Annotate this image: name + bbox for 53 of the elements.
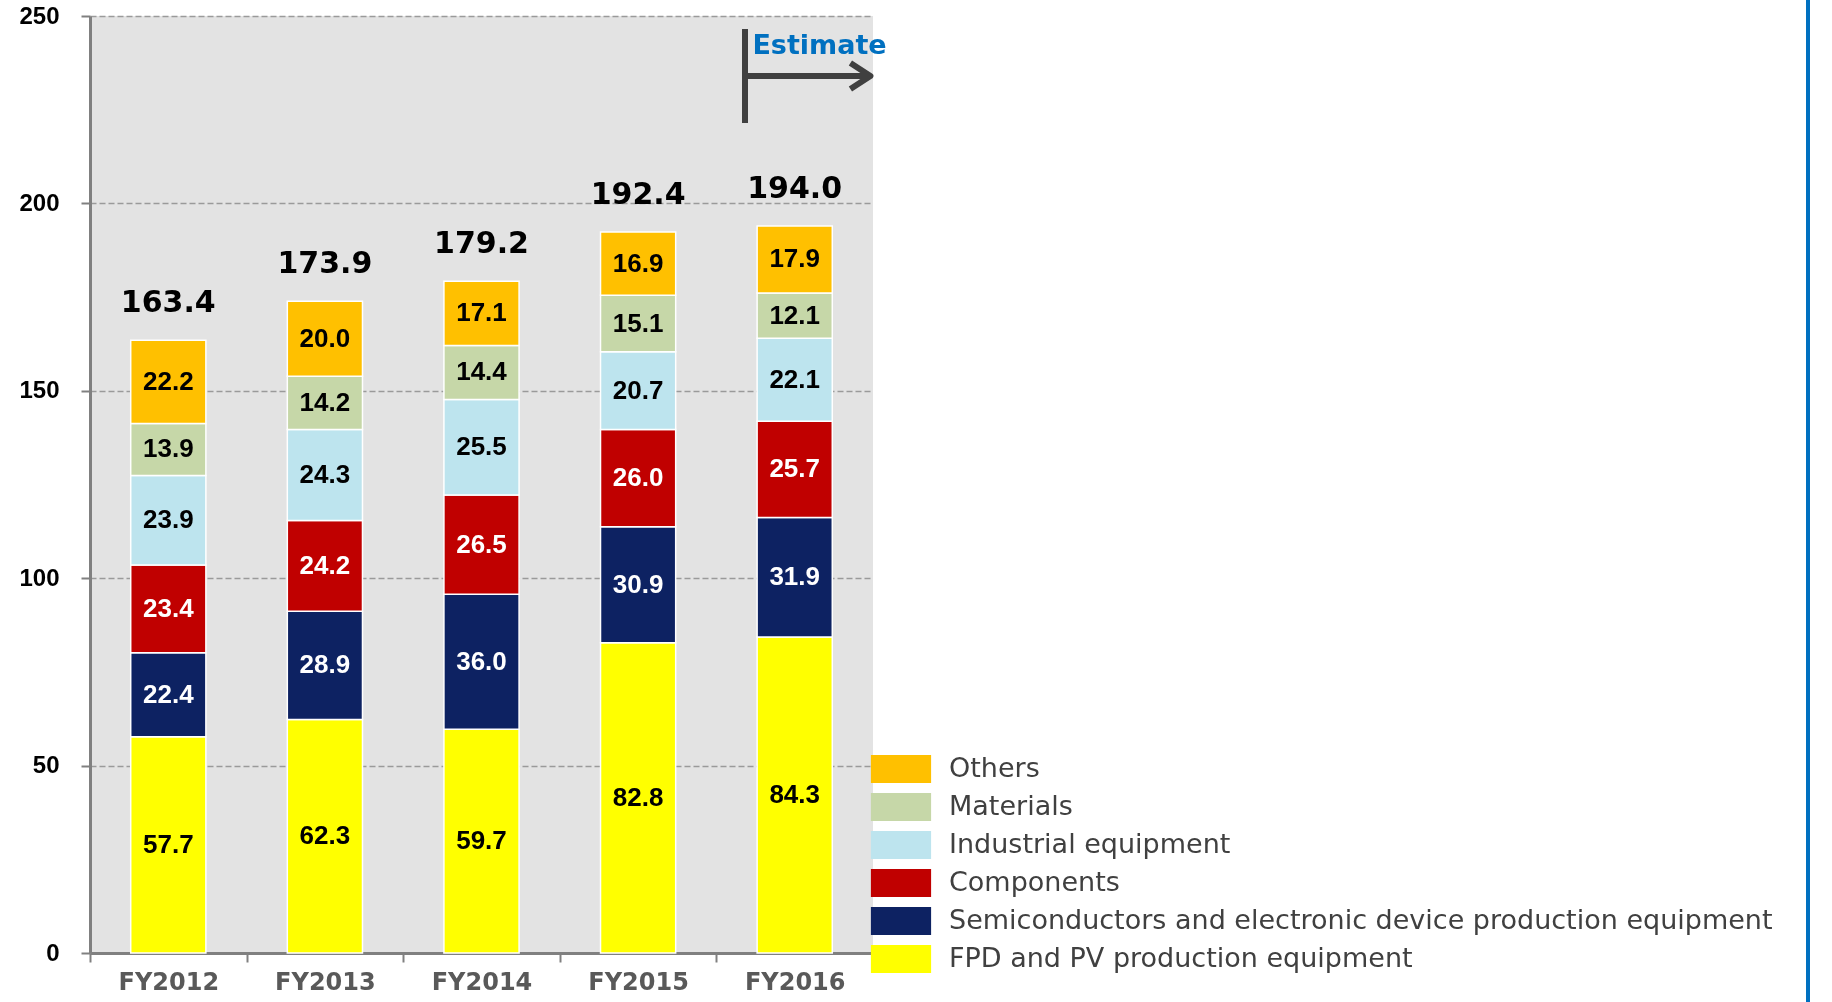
data-label: 22.4 — [143, 678, 195, 709]
data-label: 17.9 — [769, 243, 820, 274]
x-tick-label: FY2012 — [118, 967, 220, 996]
data-label: 24.2 — [299, 549, 351, 580]
data-label: 25.5 — [456, 431, 507, 462]
data-label: 20.0 — [299, 322, 351, 353]
total-label: 163.4 — [120, 284, 216, 320]
x-tick-label: FY2014 — [431, 967, 533, 996]
data-label: 13.9 — [143, 433, 194, 464]
legend-label: Components — [949, 866, 1120, 897]
data-label: 12.1 — [769, 299, 820, 330]
data-label: 28.9 — [299, 649, 351, 680]
data-label: 82.8 — [612, 781, 664, 812]
data-label: 14.4 — [456, 356, 508, 387]
data-label: 36.0 — [456, 645, 507, 676]
y-tick-label: 250 — [19, 1, 60, 29]
data-label: 14.2 — [299, 386, 351, 417]
data-label: 31.9 — [769, 561, 820, 592]
data-label: 57.7 — [143, 828, 194, 859]
legend-label: Semiconductors and electronic device production equipment — [949, 904, 1773, 935]
data-label: 22.2 — [143, 365, 194, 396]
data-label: 16.9 — [612, 247, 664, 278]
legend-label: FPD and PV production equipment — [949, 942, 1413, 973]
data-label: 84.3 — [769, 779, 820, 810]
x-tick-label: FY2015 — [588, 967, 689, 996]
y-tick-label: 100 — [19, 563, 60, 591]
total-label: 173.9 — [277, 245, 373, 281]
y-tick-label: 150 — [19, 376, 60, 404]
y-tick-label: 200 — [19, 188, 60, 216]
data-label: 59.7 — [456, 825, 507, 856]
data-label: 23.4 — [143, 592, 195, 623]
annotation: Estimate — [752, 29, 887, 60]
data-label: 30.9 — [612, 568, 664, 599]
total-label: 192.4 — [590, 175, 686, 211]
y-tick-label: 50 — [32, 751, 60, 779]
data-label: 23.9 — [143, 504, 194, 535]
total-label: 179.2 — [434, 225, 529, 261]
total-label: 194.0 — [747, 169, 843, 205]
x-tick-label: FY2016 — [744, 967, 846, 996]
data-label: 24.3 — [299, 458, 351, 489]
data-label: 20.7 — [612, 374, 664, 405]
legend-label: Materials — [949, 790, 1073, 821]
data-label: 26.5 — [456, 528, 507, 559]
y-tick-label: 0 — [46, 938, 60, 966]
data-label: 15.1 — [612, 307, 664, 338]
data-label: 25.7 — [769, 453, 820, 484]
legend-label: Industrial equipment — [949, 828, 1231, 859]
data-label: 62.3 — [299, 820, 351, 851]
legend-label: Others — [949, 752, 1040, 783]
data-label: 17.1 — [456, 297, 507, 328]
data-label: 26.0 — [612, 462, 664, 493]
x-tick-label: FY2013 — [275, 967, 376, 996]
data-label: 22.1 — [769, 363, 820, 394]
